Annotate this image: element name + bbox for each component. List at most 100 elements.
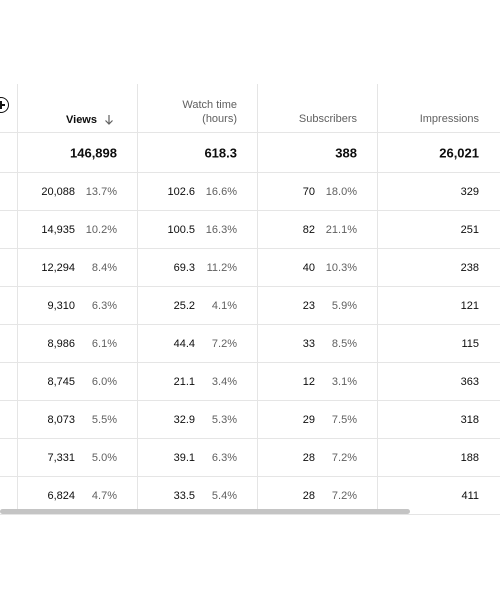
impressions-value: 188 (460, 451, 479, 464)
impressions-value: 363 (460, 375, 479, 388)
subscribers-cell: 33 8.5% (258, 325, 378, 362)
impressions-cell: 121 (378, 287, 499, 324)
subscribers-value: 33 (302, 337, 315, 350)
watch-time-header-unit: (hours) (202, 113, 237, 125)
subscribers-value: 12 (302, 375, 315, 388)
watch-time-column-header[interactable]: Watch time (hours) (138, 84, 258, 132)
total-watch-cell: 618.3 (138, 133, 258, 172)
subscribers-cell: 12 3.1% (258, 363, 378, 400)
totals-row: 146,898 618.3 388 26,021 (0, 133, 500, 173)
impressions-cell: 363 (378, 363, 499, 400)
views-header-label: Views (66, 114, 97, 126)
table-header: Views Watch time (hours) Subscribers Imp… (0, 84, 500, 133)
views-percent: 8.4% (91, 261, 117, 274)
subscribers-column-header[interactable]: Subscribers (258, 84, 378, 132)
arrow-down-icon[interactable] (103, 114, 115, 126)
table-row[interactable]: 12,294 8.4% 69.3 11.2% 40 10.3% 238 (0, 249, 500, 287)
watch-time-cell: 39.1 6.3% (138, 439, 258, 476)
impressions-value: 238 (460, 261, 479, 274)
table-row[interactable]: 9,310 6.3% 25.2 4.1% 23 5.9% 121 (0, 287, 500, 325)
table-row[interactable]: 8,986 6.1% 44.4 7.2% 33 8.5% 115 (0, 325, 500, 363)
views-cell: 7,331 5.0% (18, 439, 138, 476)
watch-time-value: 102.6 (167, 185, 195, 198)
table-row[interactable]: 14,935 10.2% 100.5 16.3% 82 21.1% 251 (0, 211, 500, 249)
table-row[interactable]: 8,073 5.5% 32.9 5.3% 29 7.5% 318 (0, 401, 500, 439)
subscribers-cell: 40 10.3% (258, 249, 378, 286)
views-cell: 12,294 8.4% (18, 249, 138, 286)
subscribers-percent: 10.3% (325, 261, 357, 274)
subscribers-value: 40 (302, 261, 315, 274)
row-spacer (0, 439, 18, 476)
views-value: 8,073 (47, 413, 75, 426)
impressions-value: 115 (461, 337, 479, 350)
subscribers-percent: 7.5% (331, 413, 357, 426)
watch-time-percent: 7.2% (211, 337, 237, 350)
impressions-cell: 329 (378, 173, 499, 210)
views-value: 8,745 (47, 375, 75, 388)
table-body: 20,088 13.7% 102.6 16.6% 70 18.0% 329 14,935 10.… (0, 173, 500, 515)
views-cell: 14,935 10.2% (18, 211, 138, 248)
views-value: 6,824 (47, 489, 75, 502)
views-value: 14,935 (41, 223, 75, 236)
plus-circle-icon[interactable] (0, 97, 9, 113)
scrollbar-thumb[interactable] (0, 509, 410, 514)
watch-time-cell: 102.6 16.6% (138, 173, 258, 210)
table-row[interactable]: 7,331 5.0% 39.1 6.3% 28 7.2% 188 (0, 439, 500, 477)
watch-time-cell: 33.5 5.4% (138, 477, 258, 514)
row-spacer (0, 477, 18, 514)
impressions-cell: 251 (378, 211, 499, 248)
watch-time-percent: 16.3% (205, 223, 237, 236)
analytics-table: Views Watch time (hours) Subscribers Imp… (0, 84, 500, 515)
watch-time-header-label: Watch time (182, 99, 237, 111)
subscribers-cell: 29 7.5% (258, 401, 378, 438)
subscribers-value: 23 (302, 299, 315, 312)
views-cell: 8,745 6.0% (18, 363, 138, 400)
subscribers-cell: 28 7.2% (258, 477, 378, 514)
table-row[interactable]: 6,824 4.7% 33.5 5.4% 28 7.2% 411 (0, 477, 500, 515)
views-header-content[interactable]: Views (66, 114, 115, 126)
impressions-column-header[interactable]: Impressions (378, 84, 499, 132)
views-percent: 5.5% (91, 413, 117, 426)
watch-time-cell: 100.5 16.3% (138, 211, 258, 248)
row-spacer (0, 325, 18, 362)
total-views-cell: 146,898 (18, 133, 138, 172)
watch-time-percent: 5.3% (211, 413, 237, 426)
watch-time-percent: 16.6% (205, 185, 237, 198)
watch-time-percent: 11.2% (206, 261, 237, 274)
impressions-cell: 411 (378, 477, 499, 514)
watch-time-value: 69.3 (173, 261, 195, 274)
table-row[interactable]: 8,745 6.0% 21.1 3.4% 12 3.1% 363 (0, 363, 500, 401)
subscribers-header-label: Subscribers (298, 113, 357, 125)
views-cell: 9,310 6.3% (18, 287, 138, 324)
impressions-value: 411 (461, 489, 479, 502)
watch-time-percent: 6.3% (211, 451, 237, 464)
watch-time-value: 39.1 (173, 451, 195, 464)
table-row[interactable]: 20,088 13.7% 102.6 16.6% 70 18.0% 329 (0, 173, 500, 211)
header-spacer (0, 84, 18, 132)
views-value: 12,294 (41, 261, 75, 274)
watch-time-cell: 69.3 11.2% (138, 249, 258, 286)
subscribers-percent: 8.5% (331, 337, 357, 350)
watch-time-cell: 32.9 5.3% (138, 401, 258, 438)
views-column-header[interactable]: Views (18, 84, 138, 132)
watch-time-cell: 21.1 3.4% (138, 363, 258, 400)
watch-time-value: 25.2 (173, 299, 195, 312)
total-subscribers: 388 (335, 145, 357, 160)
subscribers-cell: 23 5.9% (258, 287, 378, 324)
impressions-cell: 115 (378, 325, 499, 362)
subscribers-percent: 5.9% (331, 299, 357, 312)
subscribers-percent: 3.1% (331, 375, 357, 388)
watch-time-percent: 5.4% (211, 489, 237, 502)
impressions-header-label: Impressions (419, 113, 479, 125)
subscribers-value: 82 (302, 223, 315, 236)
views-value: 7,331 (47, 451, 75, 464)
subscribers-percent: 21.1% (325, 223, 357, 236)
views-percent: 13.7% (85, 185, 117, 198)
watch-time-cell: 44.4 7.2% (138, 325, 258, 362)
watch-time-value: 100.5 (167, 223, 195, 236)
totals-spacer (0, 133, 18, 172)
impressions-value: 251 (460, 223, 479, 236)
views-value: 20,088 (41, 185, 75, 198)
horizontal-scrollbar[interactable] (0, 509, 500, 515)
views-percent: 6.1% (91, 337, 117, 350)
